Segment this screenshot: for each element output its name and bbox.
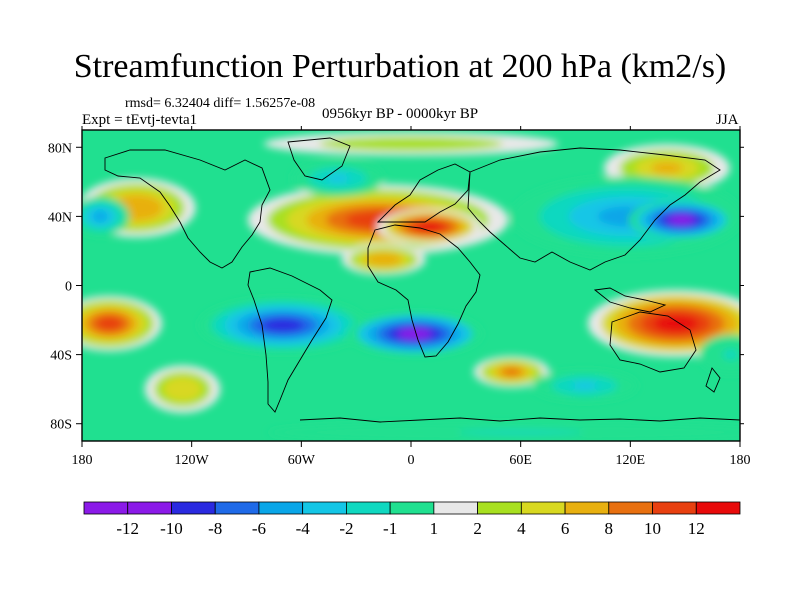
- field-contour: [397, 328, 432, 340]
- colorbar-box: [302, 501, 347, 515]
- colorbar-label: -6: [252, 519, 266, 538]
- field-feature: [473, 355, 550, 388]
- x-tick-label: 180: [72, 453, 93, 468]
- colorbar-label: 8: [605, 519, 614, 538]
- colorbar-box: [520, 501, 566, 515]
- field-feature: [268, 422, 740, 441]
- field-feature: [341, 243, 426, 276]
- field-contour: [373, 255, 395, 264]
- field-feature: [291, 160, 385, 197]
- field-contour: [699, 334, 740, 375]
- x-axis: 180 120W 60W 0 60E 120E 180: [72, 126, 751, 468]
- x-tick-label: 180: [730, 453, 751, 468]
- y-axis: 80N 40N 0 40S 80S: [48, 141, 744, 433]
- y-tick-label: 80N: [48, 141, 72, 156]
- field-contour: [326, 173, 350, 183]
- field-contour: [173, 383, 192, 396]
- colorbar-box: [171, 501, 216, 515]
- coast-south-america: [247, 267, 333, 413]
- colorbar-box: [214, 501, 260, 515]
- field-contour: [122, 200, 152, 216]
- experiment-label: Expt = tEvtj-tevta1: [82, 112, 198, 128]
- x-tick-label: 60E: [509, 453, 532, 468]
- colorbar-box: [608, 501, 653, 515]
- field-contour: [96, 316, 123, 331]
- field-contour: [502, 367, 521, 376]
- period-label: 0956kyr BP - 0000kyr BP: [322, 106, 479, 122]
- colorbar-box: [564, 501, 610, 515]
- colorbar-label: 2: [473, 519, 482, 538]
- y-tick-label: 40N: [48, 210, 72, 225]
- field-contour: [457, 429, 584, 435]
- field-feature: [532, 369, 638, 402]
- x-tick-label: 60W: [288, 453, 316, 468]
- colorbar-label: -4: [296, 519, 311, 538]
- colorbar-box: [83, 501, 129, 515]
- field-contour: [571, 381, 598, 390]
- colorbar-box: [127, 501, 172, 515]
- field-contour: [653, 315, 699, 332]
- coast-asia: [467, 147, 721, 271]
- field-feature: [198, 297, 368, 354]
- colorbar-label: 10: [644, 519, 661, 538]
- colorbar-label: 12: [688, 519, 705, 538]
- coast-new-zealand: [705, 367, 721, 393]
- colorbar-label: 4: [517, 519, 526, 538]
- field-contour: [722, 349, 739, 360]
- field-contour: [374, 140, 448, 147]
- field-contour: [92, 211, 108, 222]
- field-feature: [628, 199, 735, 240]
- field-feature: [376, 208, 482, 245]
- colorbar-label: -10: [160, 519, 183, 538]
- field-contour: [416, 222, 443, 232]
- coast-north-america: [104, 149, 271, 269]
- field-contour: [651, 162, 683, 174]
- colorbar-label: -2: [339, 519, 353, 538]
- coast-antarctica: [299, 417, 740, 423]
- coast-australia: [609, 311, 697, 373]
- stats-label: rmsd= 6.32404 diff= 1.56257e-08: [125, 96, 316, 111]
- field-feature: [347, 312, 482, 356]
- coastline-layer: [104, 137, 740, 423]
- field-feature: [82, 196, 130, 237]
- y-tick-label: 0: [65, 280, 72, 295]
- field-feature: [263, 131, 559, 156]
- field-layer: [82, 131, 740, 441]
- field-feature: [699, 334, 740, 375]
- colorbar-box: [695, 501, 741, 515]
- colorbar-label: -8: [208, 519, 222, 538]
- colorbar-box: [389, 501, 435, 515]
- x-tick-label: 120E: [616, 453, 646, 468]
- colorbar-box: [433, 501, 479, 515]
- colorbar-label: 6: [561, 519, 570, 538]
- colorbar-box: [345, 501, 391, 515]
- field-contour: [262, 318, 305, 333]
- colorbar-label: 1: [430, 519, 439, 538]
- x-tick-label: 0: [408, 453, 415, 468]
- field-feature: [603, 144, 730, 192]
- colorbar-label: -12: [116, 519, 139, 538]
- colorbar: -12 -10 -8 -6 -4 -2 -1 1 2 4 6 8 10 12: [83, 501, 741, 538]
- colorbar-box: [477, 501, 522, 515]
- coast-greenland: [287, 137, 351, 181]
- field-feature: [144, 365, 221, 414]
- colorbar-box: [652, 501, 697, 515]
- coast-indonesia: [593, 287, 667, 313]
- field-feature: [82, 295, 162, 352]
- coast-africa: [367, 224, 481, 358]
- chart-title: Streamfunction Perturbation at 200 hPa (…: [73, 48, 727, 85]
- colorbar-label: -1: [383, 519, 397, 538]
- y-tick-label: 40S: [50, 349, 72, 364]
- y-tick-label: 80S: [50, 418, 72, 433]
- x-tick-label: 120W: [175, 453, 210, 468]
- colorbar-box: [258, 501, 304, 515]
- season-label: JJA: [716, 112, 739, 128]
- field-contour: [668, 214, 695, 225]
